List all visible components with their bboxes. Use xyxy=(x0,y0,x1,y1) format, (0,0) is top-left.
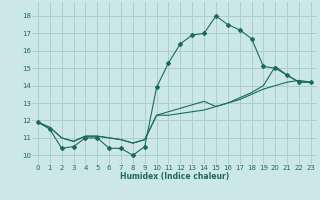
X-axis label: Humidex (Indice chaleur): Humidex (Indice chaleur) xyxy=(120,172,229,181)
